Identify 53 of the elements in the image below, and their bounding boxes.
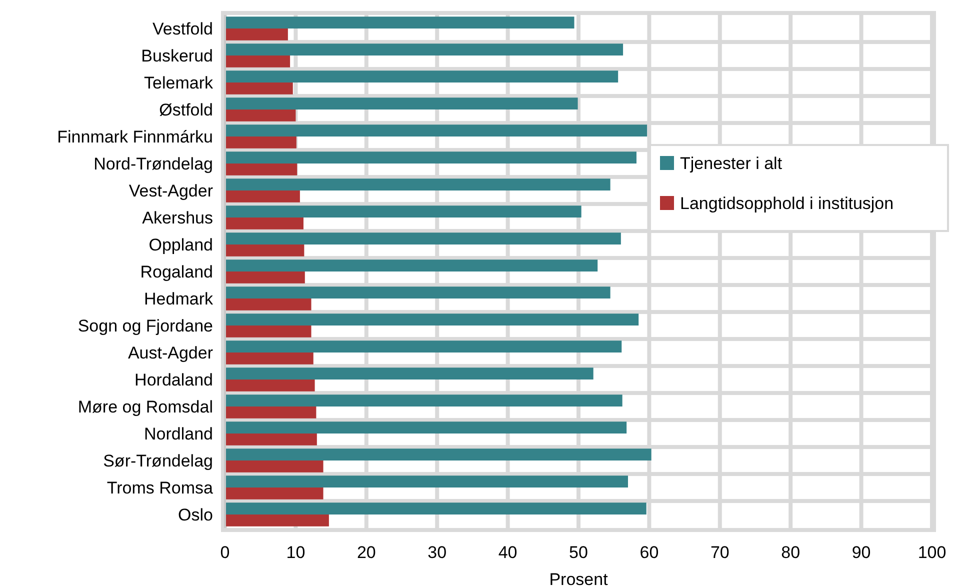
x-tick-label: 70 [710,543,730,562]
y-tick-label: Rogaland [140,262,213,282]
bar [225,244,304,256]
bar [225,56,290,68]
bar [225,488,324,500]
x-tick-label: 10 [286,543,306,562]
y-tick-label: Aust-Agder [128,343,214,362]
bar [225,406,316,418]
bar [225,82,293,94]
y-tick-label: Troms Romsa [106,478,214,498]
bar [225,434,317,446]
bar [225,190,300,202]
y-tick-label: Vestfold [152,19,213,38]
bar [225,460,324,472]
bar [225,514,329,526]
bar [225,16,574,28]
x-tick-label: 30 [428,543,447,562]
x-tick-label: 100 [918,543,946,562]
x-tick-label: 40 [498,543,518,562]
bar [225,272,305,284]
y-tick-label: Nordland [144,424,213,444]
y-tick-label: Telemark [144,73,214,92]
bar [225,298,312,310]
y-tick-label: Nord-Trøndelag [94,154,213,174]
y-tick-label: Sør-Trøndelag [103,451,213,470]
legend-label: Langtidsopphold i institusjon [680,194,894,213]
y-tick-label: Buskerud [141,46,213,66]
x-tick-label: 50 [569,543,588,562]
x-tick-label: 60 [640,543,659,562]
bar [225,326,312,338]
x-tick-label: 0 [220,543,230,562]
bar [225,380,315,392]
x-tick-label: 20 [356,543,376,562]
bar [225,136,296,148]
x-tick-label: 80 [781,543,800,562]
y-tick-label: Akershus [142,208,213,228]
y-tick-label: Hedmark [144,289,214,308]
y-tick-label: Hordaland [134,370,213,390]
y-tick-label: Møre og Romsdal [78,397,213,416]
x-tick-label: 90 [852,543,871,562]
legend-label: Tjenester i alt [680,154,782,173]
y-tick-label: Oppland [148,235,213,254]
bar [225,352,314,364]
y-tick-label: Finnmark Finnmárku [57,127,213,146]
y-tick-label: Vest-Agder [128,181,214,200]
x-axis-title: Prosent [549,570,608,588]
y-tick-label: Oslo [178,505,213,524]
y-tick-label: Sogn og Fjordane [78,316,213,336]
bar [225,164,298,176]
bar [225,218,304,230]
bar [225,110,296,122]
y-tick-label: Østfold [159,100,213,120]
bar [225,28,288,40]
